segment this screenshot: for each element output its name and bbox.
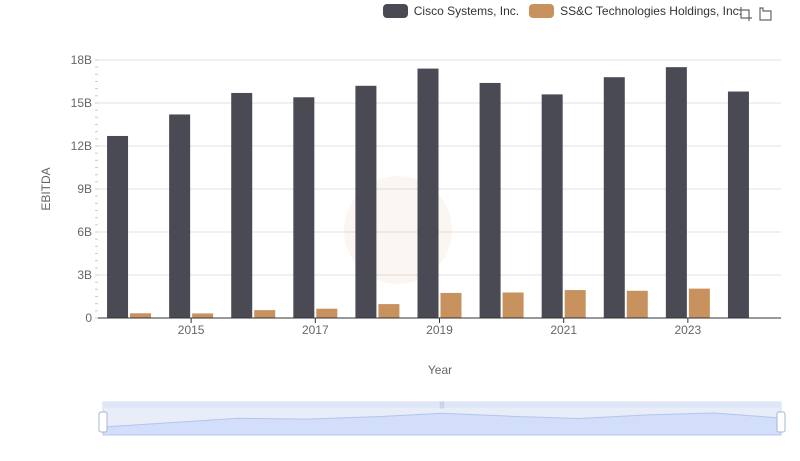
bar-cisco-2018[interactable] — [355, 85, 377, 318]
y-tick-label: 3B — [77, 268, 92, 282]
bar-ssc-2022[interactable] — [626, 290, 648, 318]
y-tick-label: 12B — [71, 139, 92, 153]
bar-cisco-2023[interactable] — [665, 67, 687, 319]
x-axis-label: Year — [428, 363, 452, 377]
x-tick-label: 2023 — [675, 323, 702, 337]
bar-ssc-2014[interactable] — [130, 313, 152, 318]
slider-handle-left[interactable] — [98, 411, 108, 433]
crop-zoom-icon[interactable] — [738, 7, 752, 21]
chart-legend: Cisco Systems, Inc. SS&C Technologies Ho… — [382, 4, 742, 18]
y-axis-label: EBITDA — [39, 167, 53, 210]
bar-cisco-2019[interactable] — [417, 68, 439, 318]
slider-handle-right[interactable] — [776, 411, 786, 433]
bar-ssc-2018[interactable] — [378, 304, 400, 318]
slider-grip-icon[interactable]: ||| — [439, 402, 445, 409]
bar-cisco-2016[interactable] — [231, 92, 253, 318]
x-axis: 2015 2017 2019 2021 2023 — [98, 317, 781, 337]
legend-label-ssc: SS&C Technologies Holdings, Inc. — [560, 4, 742, 18]
bar-cisco-2020[interactable] — [479, 82, 501, 318]
bar-cisco-2014[interactable] — [107, 135, 129, 318]
legend-swatch-cisco — [382, 4, 408, 18]
y-tick-label: 9B — [77, 182, 92, 196]
restore-icon[interactable] — [758, 7, 772, 21]
chart-toolbox — [738, 7, 772, 21]
bar-ssc-2019[interactable] — [440, 292, 462, 318]
bar-ssc-2023[interactable] — [688, 288, 710, 318]
x-tick-label: 2021 — [550, 323, 577, 337]
bar-ssc-2016[interactable] — [254, 310, 276, 318]
bar-ssc-2015[interactable] — [192, 313, 214, 318]
y-axis-ticks: 0 3B 6B 9B 12B 15B 18B — [71, 53, 98, 325]
bars — [107, 67, 749, 319]
y-tick-label: 18B — [71, 53, 92, 67]
legend-item-cisco[interactable]: Cisco Systems, Inc. — [382, 4, 520, 18]
bar-cisco-2022[interactable] — [603, 77, 625, 318]
slider-top-bar[interactable] — [103, 402, 781, 408]
legend-label-cisco: Cisco Systems, Inc. — [413, 4, 520, 18]
slider-data-shadow — [102, 412, 782, 436]
legend-item-ssc[interactable]: SS&C Technologies Holdings, Inc. — [529, 4, 742, 18]
bar-cisco-2017[interactable] — [293, 97, 315, 319]
y-tick-label: 6B — [77, 225, 92, 239]
bar-cisco-2015[interactable] — [169, 114, 191, 318]
bar-ssc-2021[interactable] — [564, 290, 586, 318]
bar-cisco-2021[interactable] — [541, 94, 563, 319]
legend-swatch-ssc — [529, 4, 555, 18]
y-tick-label: 0 — [85, 311, 92, 325]
bar-ssc-2017[interactable] — [316, 308, 338, 318]
bar-ssc-2020[interactable] — [502, 292, 524, 318]
bar-cisco-2024[interactable] — [727, 91, 749, 319]
y-tick-label: 15B — [71, 96, 92, 110]
x-tick-label: 2019 — [426, 323, 453, 337]
data-zoom-slider[interactable]: ||| — [98, 401, 786, 436]
x-tick-label: 2017 — [302, 323, 329, 337]
x-tick-label: 2015 — [178, 323, 205, 337]
